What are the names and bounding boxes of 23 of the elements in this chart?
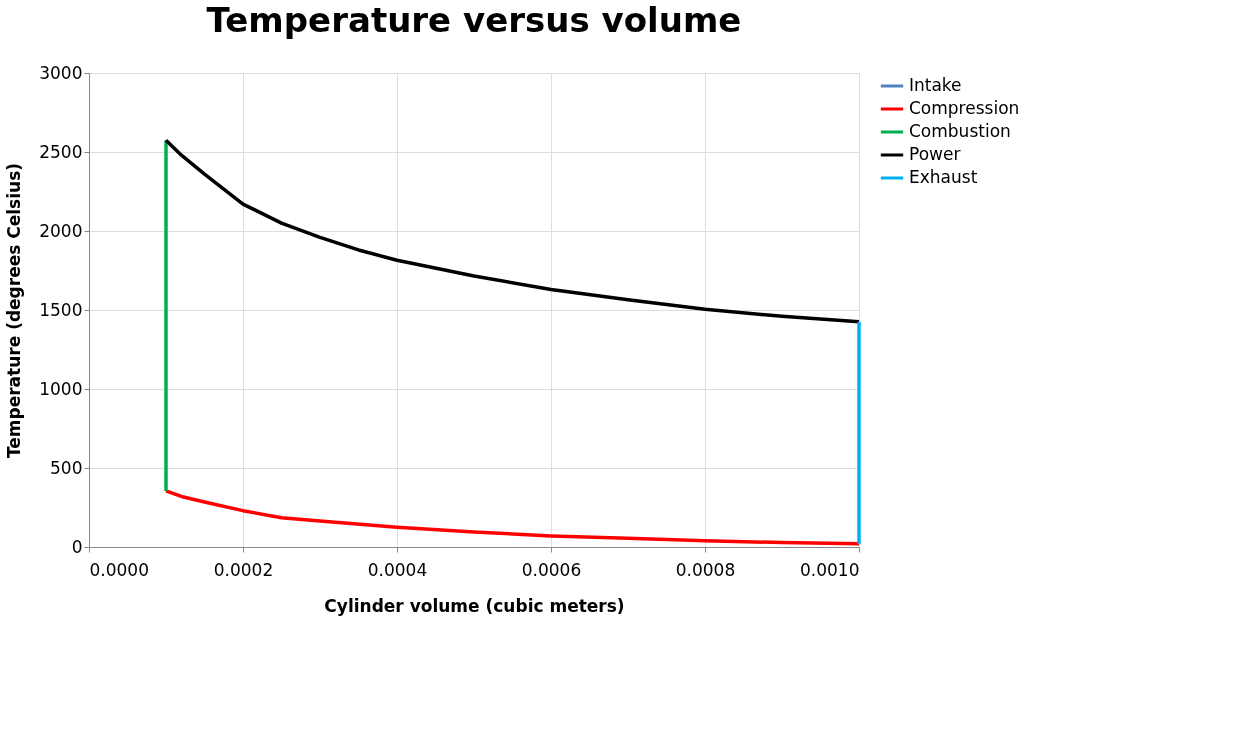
chart-title: Temperature versus volume xyxy=(206,0,742,40)
y-tick-label: 1000 xyxy=(39,378,83,399)
line-series xyxy=(164,138,861,324)
legend-label: Intake xyxy=(909,75,962,95)
line-series xyxy=(164,489,861,546)
x-tick-label: 0.0008 xyxy=(675,559,736,580)
legend-label: Power xyxy=(909,144,961,164)
y-tick-label: 500 xyxy=(50,457,83,478)
legend-label: Combustion xyxy=(909,121,1011,141)
x-tick-label: 0.0002 xyxy=(213,559,274,580)
x-tick-label: 0.0010 xyxy=(800,559,860,580)
y-tick-label: 1500 xyxy=(39,299,83,320)
y-tick-label: 2500 xyxy=(39,141,83,162)
x-tick-label: 0.0000 xyxy=(89,559,149,580)
y-tick-label: 0 xyxy=(71,536,83,557)
legend-label: Compression xyxy=(909,98,1020,118)
x-tick-label: 0.0004 xyxy=(367,559,428,580)
legend-label: Exhaust xyxy=(909,167,978,187)
y-tick-label: 3000 xyxy=(39,62,83,83)
y-tick-label: 2000 xyxy=(39,220,83,241)
x-tick-label: 0.0006 xyxy=(521,559,582,580)
x-axis-title: Cylinder volume (cubic meters) xyxy=(324,595,625,616)
y-axis-title: Temperature (degrees Celsius) xyxy=(4,162,25,459)
